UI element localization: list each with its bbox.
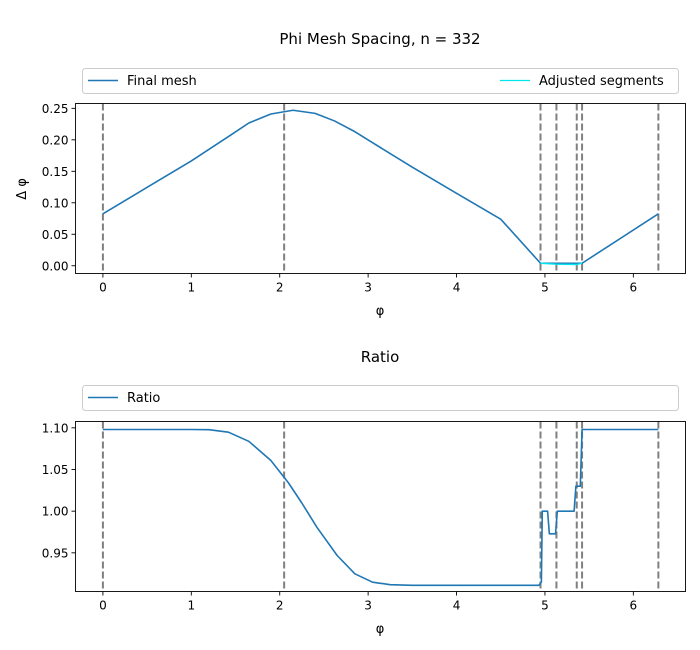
- x-tick-label: 3: [364, 599, 372, 613]
- x-tick-label: 6: [630, 281, 638, 295]
- legend-ratio-label: Ratio: [127, 391, 160, 406]
- ratio-legend: Ratio: [82, 385, 679, 411]
- ratio-panel: Ratio Ratio 0 1 2 3 4 5 6 0.95 1.00 1.05 1.10 φ: [42, 348, 686, 637]
- x-ticks: 0 1 2 3 4 5 6: [99, 591, 638, 613]
- mesh-spacing-series: [102, 109, 659, 266]
- y-tick-label: 0.10: [42, 196, 69, 210]
- y-tick-label: 0.95: [42, 546, 69, 560]
- legend-adjusted-label: Adjusted segments: [539, 74, 664, 89]
- x-tick-label: 3: [364, 281, 372, 295]
- x-tick-label: 2: [276, 281, 284, 295]
- y-tick-label: 0.00: [42, 259, 69, 273]
- ratio-axes-frame: [75, 421, 686, 592]
- ratio-line: [102, 428, 659, 587]
- x-tick-label: 5: [541, 599, 549, 613]
- x-tick-label: 4: [453, 599, 461, 613]
- adjusted-segments-line: [540, 262, 583, 266]
- y-tick-label: 0.25: [42, 102, 69, 116]
- legend-final-mesh-label: Final mesh: [127, 74, 197, 89]
- x-tick-label: 2: [276, 599, 284, 613]
- x-tick-label: 0: [99, 599, 107, 613]
- ratio-xlabel: φ: [376, 622, 385, 637]
- x-tick-label: 1: [187, 281, 195, 295]
- x-tick-label: 4: [453, 281, 461, 295]
- x-tick-label: 5: [541, 281, 549, 295]
- breakpoint-lines: [101, 103, 660, 274]
- x-tick-label: 1: [187, 599, 195, 613]
- legend-frame: [82, 68, 679, 94]
- mesh-spacing-legend: Final mesh Adjusted segments: [82, 68, 679, 94]
- mesh-spacing-ylabel: Δ φ: [15, 178, 30, 200]
- y-tick-label: 0.15: [42, 165, 69, 179]
- breakpoint-lines: [101, 421, 660, 592]
- y-tick-label: 1.05: [42, 463, 69, 477]
- mesh-spacing-title: Phi Mesh Spacing, n = 332: [279, 30, 480, 48]
- ratio-series: [102, 428, 659, 587]
- mesh-spacing-axes-frame: [75, 103, 686, 274]
- final-mesh-line: [102, 109, 659, 265]
- x-ticks: 0 1 2 3 4 5 6: [99, 273, 638, 295]
- y-tick-label: 0.20: [42, 133, 69, 147]
- y-ticks: 0.95 1.00 1.05 1.10: [42, 421, 76, 560]
- x-tick-label: 0: [99, 281, 107, 295]
- y-ticks: 0.00 0.05 0.10 0.15 0.20 0.25: [42, 102, 76, 273]
- x-tick-label: 6: [630, 599, 638, 613]
- mesh-spacing-xlabel: φ: [376, 304, 385, 319]
- mesh-spacing-panel: Phi Mesh Spacing, n = 332 Final mesh Adj…: [15, 30, 686, 319]
- y-tick-label: 0.05: [42, 228, 69, 242]
- y-tick-label: 1.10: [42, 421, 69, 435]
- legend-frame: [82, 385, 679, 411]
- y-tick-label: 1.00: [42, 505, 69, 519]
- ratio-title: Ratio: [361, 348, 400, 366]
